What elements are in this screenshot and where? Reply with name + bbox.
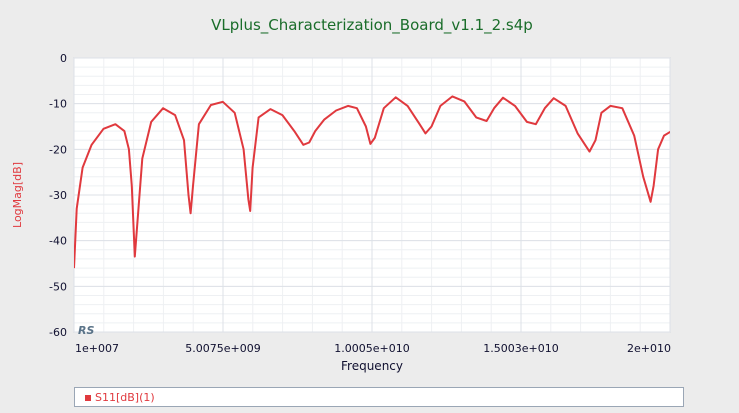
y-tick-label: -50	[49, 280, 67, 293]
legend-item[interactable]: S11[dB](1)	[85, 391, 155, 404]
legend-swatch	[85, 394, 91, 401]
x-tick-label: 2e+010	[627, 342, 671, 355]
x-tick-label: 1.0005e+010	[334, 342, 409, 355]
x-tick-label: 1e+007	[75, 342, 119, 355]
y-tick-label: -40	[49, 235, 67, 248]
watermark-rs: RS	[78, 324, 94, 337]
chart-title: VLplus_Characterization_Board_v1.1_2.s4p	[211, 16, 533, 35]
x-tick-label: 5.0075e+009	[185, 342, 260, 355]
y-axis-label: LogMag[dB]	[11, 162, 24, 228]
x-tick-label: 1.5003e+010	[483, 342, 558, 355]
grid-layer	[73, 57, 671, 333]
x-axis-label: Frequency	[341, 359, 403, 373]
legend: S11[dB](1)	[74, 387, 684, 407]
axis-layer: 0 -10 -20 -30 -40 -50 -60 1e+007 5.0075e+009 1.00…	[49, 52, 671, 355]
y-tick-label: -30	[49, 189, 67, 202]
legend-label: S11[dB](1)	[95, 391, 155, 404]
y-tick-label: -60	[49, 326, 67, 339]
y-tick-label: 0	[60, 52, 67, 65]
series-layer	[74, 95, 670, 269]
chart-svg: VLplus_Characterization_Board_v1.1_2.s4p…	[11, 16, 671, 373]
y-tick-label: -10	[49, 98, 67, 111]
y-tick-label: -20	[49, 143, 67, 156]
